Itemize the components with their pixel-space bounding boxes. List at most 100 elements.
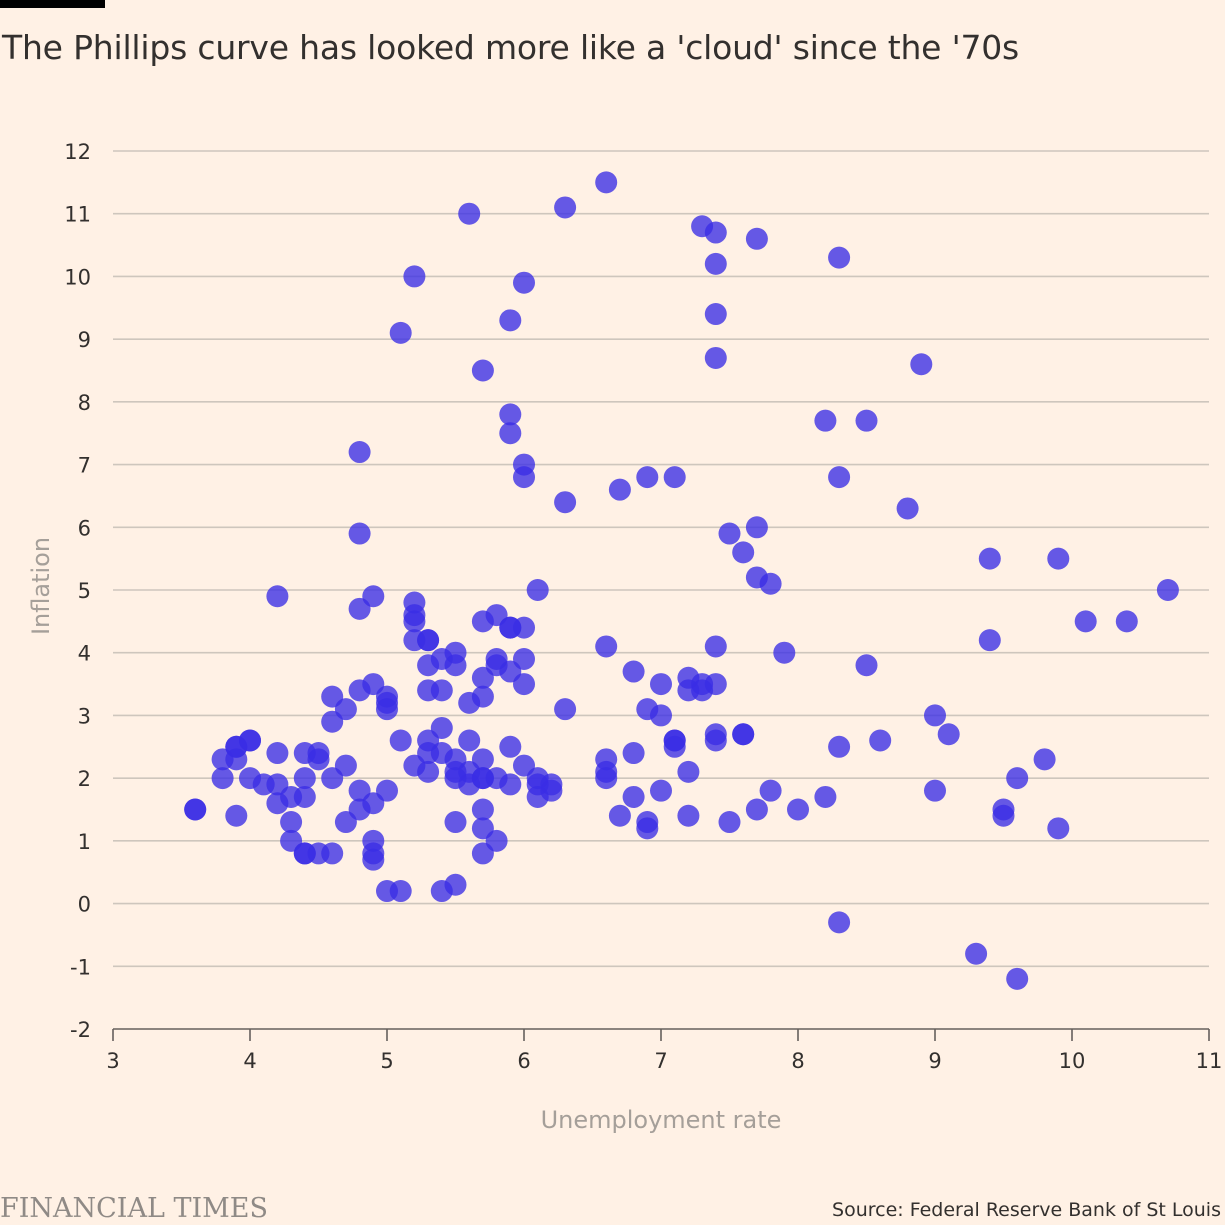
data-point [1033,748,1056,771]
data-point [622,742,645,765]
data-point [855,409,878,432]
data-point [499,735,522,758]
data-point [225,804,248,827]
data-point [403,265,426,288]
data-point [677,760,700,783]
y-tick-label: 5 [78,579,91,603]
x-tick-label: 10 [1059,1049,1086,1073]
data-point [1047,817,1070,840]
y-tick-label: 9 [78,328,91,352]
data-point [444,811,467,834]
data-point [1006,967,1029,990]
data-point [471,359,494,382]
data-point [280,811,303,834]
data-point [471,685,494,708]
data-point [499,403,522,426]
data-point [745,227,768,250]
y-tick-label: 0 [78,893,91,917]
data-point [814,409,837,432]
x-axis-title: Unemployment rate [541,1106,782,1134]
data-point [266,742,289,765]
data-point [513,466,535,489]
data-point [417,629,440,652]
data-point [307,748,330,771]
data-point [787,798,809,821]
source-note: Source: Federal Reserve Bank of St Louis [832,1199,1221,1221]
data-point [471,798,494,821]
data-point [650,673,672,696]
data-point [458,729,481,752]
data-point [334,754,357,777]
data-point [211,767,234,790]
y-tick-label: 11 [64,203,91,227]
y-tick-label: 10 [64,265,91,289]
data-point [718,811,741,834]
y-tick-label: 1 [78,830,91,854]
data-point [978,629,1001,652]
data-point [622,660,645,683]
data-point [554,491,577,514]
data-point [403,610,426,633]
data-point [745,516,768,539]
data-points [184,171,1179,990]
x-tick-label: 5 [380,1049,393,1073]
x-tick-label: 4 [243,1049,256,1073]
data-point [704,729,727,752]
y-tick-label: 6 [78,516,91,540]
data-point [417,760,440,783]
data-point [444,873,467,896]
data-point [348,522,371,545]
data-point [704,252,727,275]
data-point [485,829,508,852]
x-axis: 3 4 5 6 7 8 9 10 11 [106,1028,1222,1073]
y-tick-label: 4 [78,642,91,666]
data-point [540,779,563,802]
data-point [389,880,412,903]
data-point [910,353,933,376]
data-point [622,785,645,808]
data-point [362,848,385,871]
data-point [773,641,796,664]
data-point [704,346,727,369]
brand-accent-bar [0,0,105,8]
data-point [704,221,727,244]
data-point [499,773,522,796]
y-tick-label: 3 [78,704,91,728]
data-point [828,911,851,934]
data-point [828,466,851,489]
x-tick-label: 9 [928,1049,941,1073]
chart-title: The Phillips curve has looked more like … [2,28,1020,67]
x-tick-label: 8 [791,1049,804,1073]
data-point [855,654,878,677]
data-point [1006,767,1029,790]
data-point [718,522,741,545]
data-point [513,673,535,696]
data-point [828,735,851,758]
data-point [499,309,522,332]
gridlines [113,150,1209,968]
data-point [444,654,467,677]
data-point [362,585,385,608]
data-point [663,735,686,758]
data-point [896,497,919,520]
data-point [677,804,700,827]
data-point [554,196,577,219]
x-tick-label: 7 [654,1049,667,1073]
data-point [828,246,851,269]
data-point [184,798,207,821]
data-point [650,704,672,727]
data-point [513,647,535,670]
data-point [924,704,946,727]
y-tick-label: 8 [78,391,91,415]
data-point [266,585,289,608]
data-point [1074,610,1097,633]
x-tick-label: 3 [106,1049,119,1073]
data-point [1047,547,1070,570]
data-point [595,171,618,194]
data-point [704,303,727,326]
data-point [759,779,782,802]
data-point [992,804,1015,827]
data-point [321,842,344,865]
